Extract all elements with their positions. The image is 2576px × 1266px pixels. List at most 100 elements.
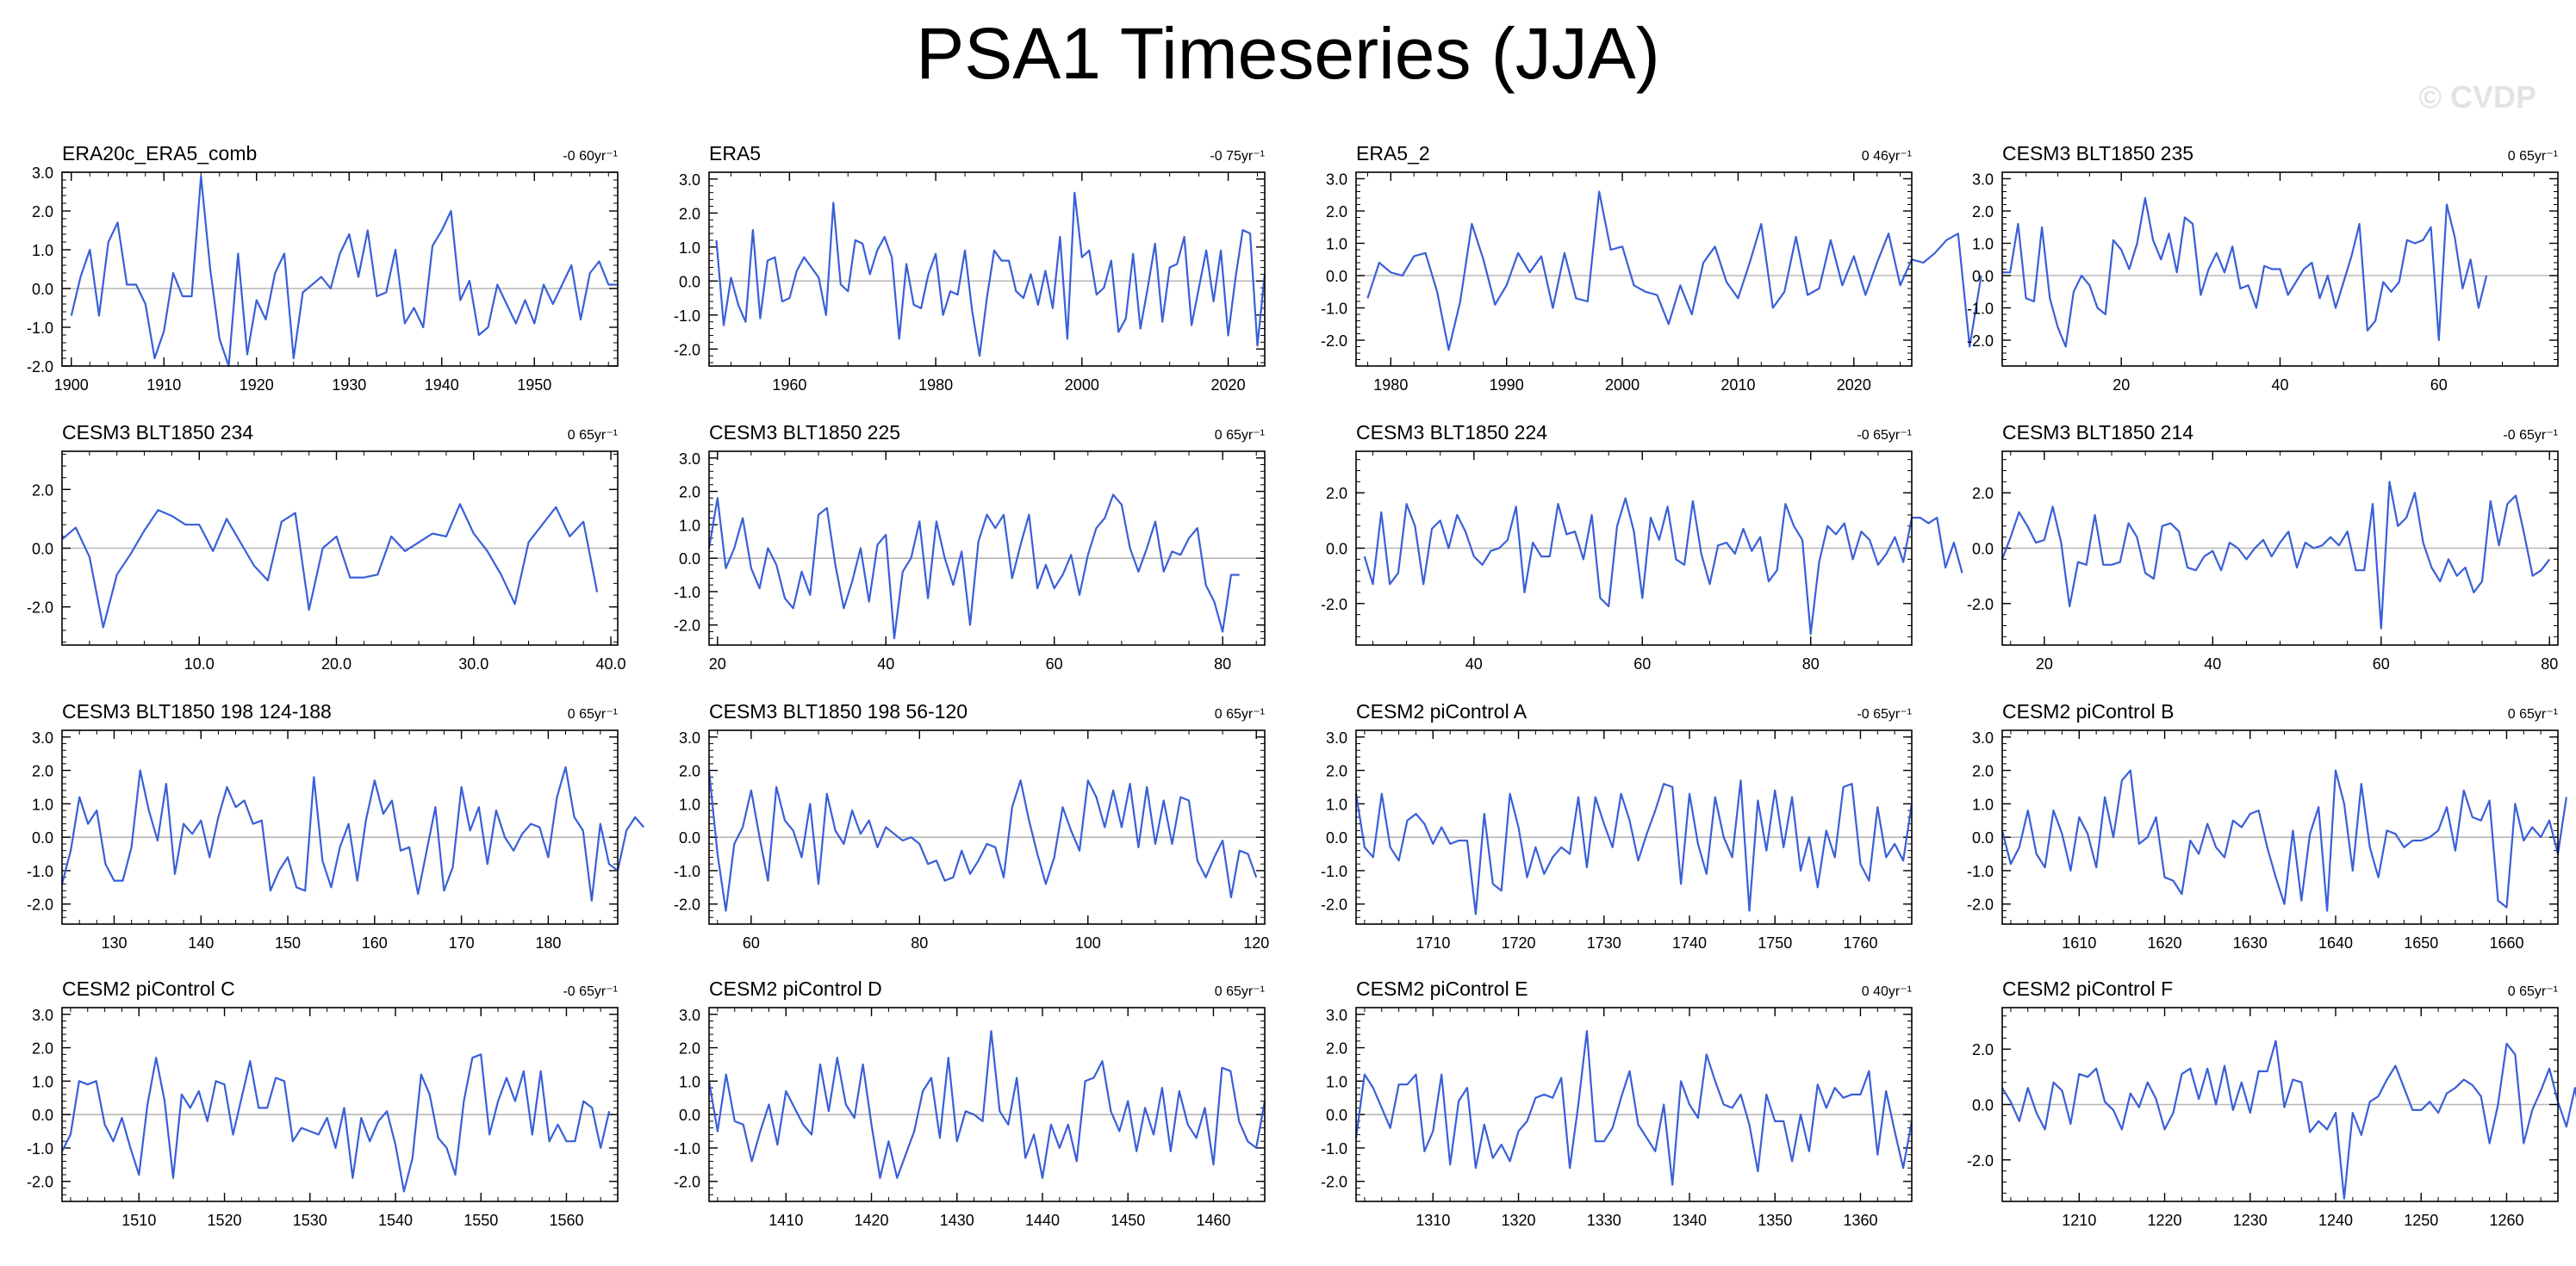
x-tick-label: 130 [101,934,127,952]
y-tick-label: 3.0 [1326,729,1347,747]
x-tick-label: 40 [2271,376,2288,394]
plot-frame [1355,450,1913,646]
series-line [1363,497,1963,636]
trend-label: 0 65yr⁻¹ [1215,428,1265,443]
x-tick-label: 140 [188,934,214,952]
series-line [1354,1030,1913,1186]
x-tick-label: 1220 [2148,1212,2182,1229]
y-tick-label: 2.0 [1972,485,1994,502]
x-tick-label: 1460 [1196,1212,1230,1229]
x-tick-label: 1520 [208,1212,242,1229]
x-tick-label: 1940 [425,376,459,394]
x-tick-label: 10.0 [184,655,215,673]
y-tick-label: 0.0 [1972,541,1994,558]
trend-label: 0 65yr⁻¹ [2508,707,2558,722]
y-tick-label: 3.0 [32,729,53,747]
panel-title: CESM3 BLT1850 225 [709,421,900,444]
x-tick-label: 1930 [332,376,366,394]
x-tick-label: 20 [2112,376,2130,394]
plot-frame [1355,729,1913,925]
y-tick-label: 3.0 [1326,1007,1347,1024]
y-tick-label: 1.0 [1326,236,1347,253]
y-tick-label: 2.0 [32,203,53,220]
y-tick-label: -2.0 [1321,897,1347,914]
x-tick-label: 1330 [1587,1212,1621,1229]
y-tick-label: 3.0 [679,171,700,189]
y-tick-label: -2.0 [1321,332,1347,350]
x-tick-label: 1660 [2489,934,2523,952]
x-tick-label: 1510 [121,1212,156,1229]
trend-label: 0 65yr⁻¹ [2508,984,2558,999]
y-tick-label: -2.0 [1321,596,1347,613]
y-tick-label: -2.0 [27,897,53,914]
x-tick-label: 1910 [146,376,181,394]
trend-label: 0 65yr⁻¹ [2508,149,2558,164]
panel-title: CESM3 BLT1850 234 [62,421,253,444]
y-tick-label: 3.0 [32,1007,53,1024]
x-tick-label: 100 [1075,934,1101,952]
x-tick-label: 40 [1465,655,1483,673]
y-tick-label: 0.0 [1326,268,1347,285]
x-tick-label: 40 [2204,655,2221,673]
plot-frame [2001,450,2559,646]
y-tick-label: -1.0 [1321,863,1347,880]
y-tick-label: 2.0 [32,763,53,780]
series-line [1366,190,1982,351]
y-tick-label: 3.0 [1972,729,1994,747]
y-tick-label: -1.0 [1967,301,1994,318]
x-tick-label: 1340 [1672,1212,1707,1229]
y-tick-label: 2.0 [679,205,700,222]
chart-panel-1: ERA20c_ERA5_comb -0 60yr⁻¹ 3.0 2.0 1.0 0.0 -1.… [27,142,619,394]
plot-frame [61,729,619,925]
y-tick-label: -2.0 [674,1174,700,1191]
plot-frame [2001,729,2559,925]
series-line [707,493,1240,640]
y-tick-label: 1.0 [1972,796,1994,813]
x-tick-label: 1420 [855,1212,889,1229]
x-tick-label: 1980 [1373,376,1408,394]
y-tick-label: 0.0 [1972,1097,1994,1114]
y-tick-label: 2.0 [1972,1041,1994,1058]
panel-title: CESM2 piControl B [2002,700,2174,723]
plot-frame [2001,1007,2559,1202]
plot-frame [2001,171,2559,367]
y-tick-label: 3.0 [679,729,700,747]
y-tick-label: 1.0 [679,796,700,813]
y-tick-label: -2.0 [1967,596,1994,613]
plot-frame [708,1007,1266,1202]
x-tick-label: 80 [2541,655,2558,673]
plot-frame [61,450,619,646]
y-tick-label: 3.0 [679,450,700,468]
panel-title: ERA5 [709,142,761,164]
x-tick-label: 1750 [1758,934,1792,952]
plot-frame [708,450,1266,646]
plot-frame [1355,1007,1913,1202]
series-line [2000,769,2567,912]
chart-panel-5: CESM3 BLT1850 234 0 65yr⁻¹ 2.0 0.0 -2.0 10.0 2… [27,421,626,673]
x-tick-label: 1310 [1416,1212,1450,1229]
plot-frame [61,171,619,367]
chart-panel-15: CESM2 piControl E 0 40yr⁻¹ 3.0 2.0 1.0 0.0 -1.… [1321,977,1913,1229]
series-line [2000,481,2551,630]
x-tick-label: 160 [362,934,388,952]
y-tick-label: 0.0 [1326,1107,1347,1124]
chart-panel-11: CESM2 piControl A -0 65yr⁻¹ 3.0 2.0 1.0 0.0 -1… [1321,700,1913,952]
y-tick-label: -2.0 [27,599,53,617]
trend-label: -0 65yr⁻¹ [563,984,618,999]
x-tick-label: 1260 [2489,1212,2523,1229]
plot-frame [708,171,1266,367]
y-tick-label: -1.0 [27,320,53,337]
y-tick-label: -2.0 [674,897,700,914]
series-line [60,766,645,902]
y-tick-label: 3.0 [1972,171,1994,189]
y-tick-label: 0.0 [1326,829,1347,847]
y-tick-label: 0.0 [679,273,700,290]
x-tick-label: 1210 [2062,1212,2096,1229]
x-tick-label: 2020 [1211,376,1246,394]
panel-title: ERA20c_ERA5_comb [62,142,257,164]
series-line [61,1053,611,1193]
series-line [61,503,599,629]
x-tick-label: 2020 [1837,376,1871,394]
y-tick-label: 1.0 [32,796,53,813]
